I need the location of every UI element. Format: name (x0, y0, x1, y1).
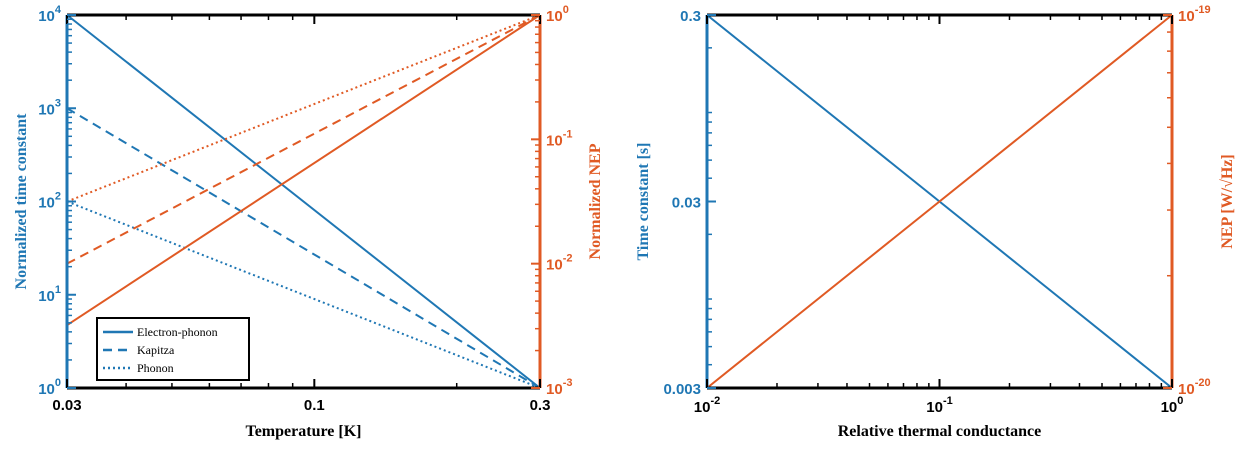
y-right-axis-label: Normalized NEP (587, 143, 604, 259)
y-left-axis-label: Normalized time constant (13, 113, 30, 290)
y-left-axis-label: Time constant [s] (635, 143, 652, 261)
y-left-tick-label: 104 (38, 4, 62, 25)
y-left-tick-label: 101 (38, 284, 61, 305)
x-tick-label: 0.3 (530, 397, 551, 414)
y-right-tick-label: 10-3 (546, 377, 572, 398)
series-line-orange-solid-3 (66, 14, 541, 327)
legend: Electron-phonon Kapitza Phonon (96, 317, 250, 381)
x-tick-label: 10-1 (926, 395, 952, 416)
y-right-tick-label: 100 (546, 4, 569, 25)
y-left-tick-label: 0.3 (680, 8, 701, 25)
left-chart-panel: 0.03 0.1 0.3 Temperature [K] 100 101 102 103 104… (13, 4, 604, 440)
y-right-tick-label: 10-1 (546, 128, 572, 149)
series-line-kapitza-1 (66, 107, 541, 389)
x-tick-label: 100 (1161, 395, 1184, 416)
y-right-axis-label-text: NEP [W/√Hz] (1219, 154, 1236, 249)
x-tick-label: 0.1 (304, 397, 325, 414)
x-axis-label: Relative thermal conductance (838, 423, 1042, 440)
y-left-tick-label: 102 (38, 191, 61, 212)
y-right-tick-label: 10-2 (546, 253, 572, 274)
y-right-tick-label: 10-20 (1178, 377, 1211, 398)
y-left-tick-label: 103 (38, 97, 61, 118)
x-tick-label: 10-2 (694, 395, 720, 416)
right-chart-panel: 10-2 10-1 100 Relative thermal conductance 0… (635, 4, 1236, 440)
y-right-axis-label: NEP [W/√Hz] (1219, 154, 1236, 249)
series-line-orange-dotted-5 (66, 14, 541, 203)
y-left-tick-label: 0.03 (672, 195, 701, 212)
series-line-electron-phonon-0 (66, 14, 541, 389)
x-tick-label: 0.03 (52, 397, 81, 414)
legend-entry: Kapitza (137, 343, 175, 357)
y-left-tick-label: 100 (38, 377, 61, 398)
series-line-orange-solid-1 (706, 14, 1173, 389)
x-axis-label: Temperature [K] (246, 423, 362, 440)
legend-entry: Phonon (137, 361, 174, 375)
y-left-tick-label: 0.003 (663, 381, 701, 398)
series-line-orange-dashed-4 (66, 14, 541, 265)
legend-entry: Electron-phonon (137, 325, 218, 339)
y-right-tick-label: 10-19 (1178, 4, 1211, 25)
